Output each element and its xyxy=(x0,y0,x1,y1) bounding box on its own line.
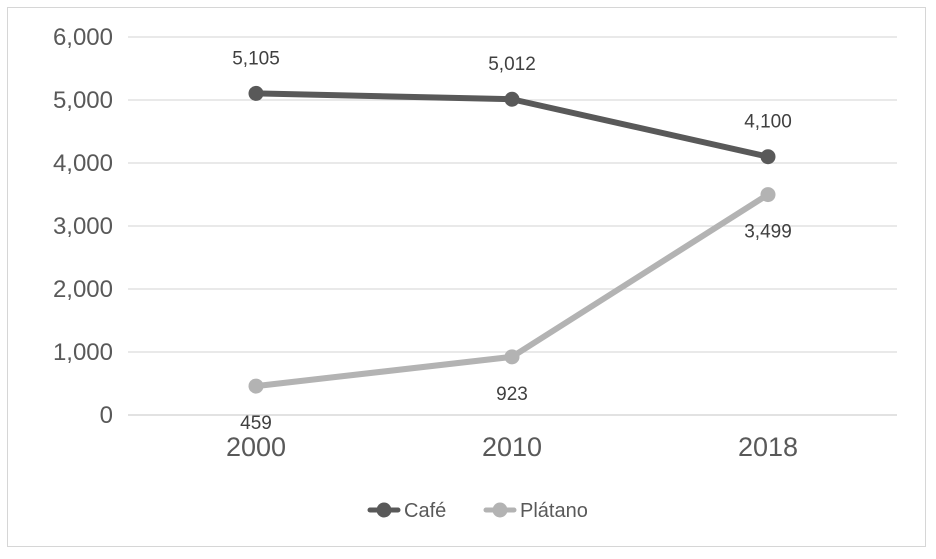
y-tick-label: 0 xyxy=(100,402,113,429)
legend: Café Plátano xyxy=(367,500,588,522)
y-tick-label: 4,000 xyxy=(53,150,113,177)
legend-swatch-marker-cafe xyxy=(376,502,392,518)
data-point-platano xyxy=(504,349,520,365)
data-point-cafe xyxy=(504,91,520,107)
x-tick-label: 2010 xyxy=(482,432,542,462)
y-tick-label: 3,000 xyxy=(53,213,113,240)
data-point-cafe xyxy=(760,149,776,165)
legend-label-platano: Plátano xyxy=(520,500,588,522)
y-axis-ticks: 0 1,000 2,000 3,000 4,000 5,000 6,000 xyxy=(53,24,113,429)
data-label-platano: 459 xyxy=(240,413,272,434)
x-tick-label: 2000 xyxy=(226,432,286,462)
x-axis-ticks: 2000 2010 2018 xyxy=(226,432,798,462)
data-point-platano xyxy=(248,378,264,394)
data-point-platano xyxy=(760,187,776,203)
series-markers xyxy=(248,85,776,394)
data-label-cafe: 4,100 xyxy=(744,112,792,133)
data-label-platano: 923 xyxy=(496,384,528,405)
legend-swatch-marker-platano xyxy=(492,502,508,518)
data-label-platano: 3,499 xyxy=(744,222,792,243)
y-tick-label: 5,000 xyxy=(53,87,113,114)
y-tick-label: 6,000 xyxy=(53,24,113,51)
y-tick-label: 1,000 xyxy=(53,339,113,366)
data-labels: 5,105 5,012 4,100 459 923 3,499 xyxy=(232,48,792,434)
data-label-cafe: 5,012 xyxy=(488,54,536,75)
legend-label-cafe: Café xyxy=(404,500,446,522)
x-tick-label: 2018 xyxy=(738,432,798,462)
data-point-cafe xyxy=(248,85,264,101)
y-tick-label: 2,000 xyxy=(53,276,113,303)
series-lines xyxy=(253,90,771,390)
data-label-cafe: 5,105 xyxy=(232,48,280,69)
